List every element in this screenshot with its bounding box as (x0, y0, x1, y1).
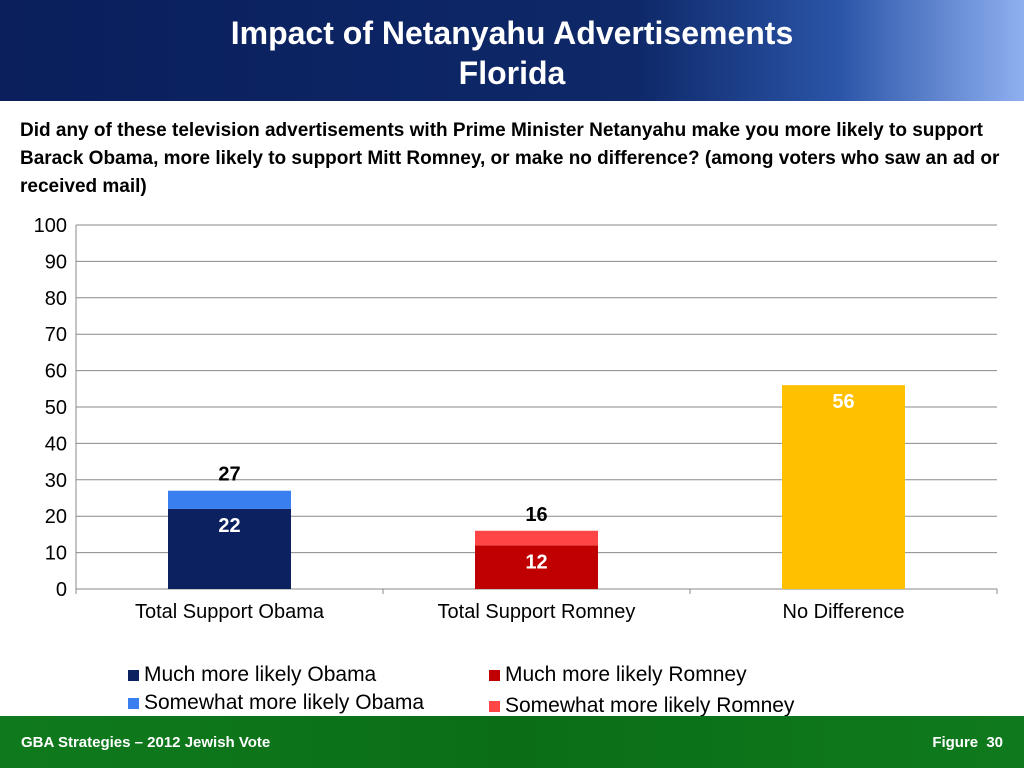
bar-segment (168, 490, 291, 509)
data-label: 56 (832, 391, 854, 413)
legend-label: Much more likely Romney (505, 663, 747, 686)
slide-title: Impact of Netanyahu Advertisements (230, 15, 794, 51)
y-tick-label: 50 (45, 397, 67, 419)
y-tick-label: 30 (45, 470, 67, 492)
bar-segment (168, 508, 291, 589)
category-label: Total Support Obama (135, 601, 325, 623)
footer-source: GBA Strategies – 2012 Jewish Vote (21, 734, 271, 751)
total-label: 16 (525, 504, 547, 526)
data-label: 22 (218, 515, 240, 537)
figure-number: Figure 30 (932, 734, 1003, 751)
y-tick-label: 10 (45, 543, 67, 565)
y-tick-label: 90 (45, 251, 67, 273)
legend-swatch (489, 669, 500, 681)
legend-label: Somewhat more likely Obama (144, 691, 425, 714)
legend-label: Somewhat more likely Romney (505, 694, 795, 717)
y-tick-label: 70 (45, 324, 67, 346)
legend-item-much-obama: Much more likely Obama (128, 663, 376, 687)
data-label: 12 (525, 551, 547, 573)
bar-chart: 0 10 20 30 40 50 60 70 80 90 100 22 27 Total Support … (34, 215, 998, 623)
legend-swatch (489, 700, 500, 712)
y-tick-label: 60 (45, 361, 67, 383)
y-tick-label: 20 (45, 506, 67, 528)
y-tick-label: 100 (34, 215, 67, 237)
legend-swatch (128, 669, 139, 681)
title-banner: Impact of Netanyahu Advertisements Flori… (0, 0, 1024, 101)
legend-item-somewhat-romney: Somewhat more likely Romney (489, 694, 794, 718)
y-tick-label: 80 (45, 288, 67, 310)
bar-segment (782, 385, 905, 589)
category-label: No Difference (783, 601, 905, 623)
bar-segment (475, 530, 598, 546)
legend-swatch (128, 697, 139, 709)
legend-item-much-romney: Much more likely Romney (489, 663, 747, 687)
survey-question: Did any of these television advertisemen… (20, 120, 1000, 197)
y-tick-label: 40 (45, 433, 67, 455)
legend-label: Much more likely Obama (144, 663, 377, 686)
bar-segment (475, 545, 598, 589)
legend-item-somewhat-obama: Somewhat more likely Obama (128, 691, 424, 715)
slide-subtitle: Florida (458, 55, 566, 91)
total-label: 27 (218, 464, 240, 486)
category-label: Total Support Romney (438, 601, 636, 623)
y-tick-label: 0 (56, 579, 67, 601)
footer-bar: GBA Strategies – 2012 Jewish Vote Figure… (0, 716, 1024, 768)
